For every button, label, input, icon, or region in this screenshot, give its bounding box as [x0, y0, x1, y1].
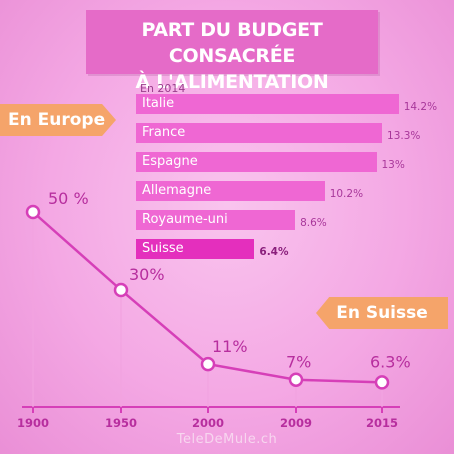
bar-label-4: Royaume-uni: [142, 212, 228, 227]
bar-label-1: France: [142, 125, 186, 140]
bar-1: [136, 123, 383, 143]
footer-brand: TeleDeMule.ch: [176, 432, 278, 447]
bar-2: [136, 152, 377, 172]
bar-3: [136, 181, 325, 201]
data-point-4: [374, 375, 390, 390]
bar-label-5: Suisse: [142, 241, 184, 256]
bar-5: [136, 239, 255, 259]
bar-label-3: Allemagne: [142, 183, 212, 198]
point-label-0: 50 %: [48, 189, 89, 208]
bar-label-0: Italie: [142, 96, 175, 111]
data-point-0: [25, 204, 41, 220]
bar-value-label-1: 13.3%: [387, 130, 421, 142]
point-label-2: 11%: [212, 337, 248, 356]
bar-value-label-4: 8.6%: [300, 217, 327, 229]
x-tick-label-1: 1950: [105, 416, 137, 430]
bar-chart-subtitle: En 2014: [140, 82, 186, 95]
europe-tag: En Europe: [0, 104, 116, 136]
x-tick-label-4: 2015: [366, 416, 398, 430]
point-label-4: 6.3%: [370, 352, 411, 371]
series-line: [32, 211, 383, 384]
title-line-1: PART DU BUDGET CONSACRÉE: [141, 19, 323, 67]
bar-label-2: Espagne: [142, 154, 198, 169]
bar-value-label-5: 6.4%: [259, 246, 289, 258]
x-tick-label-3: 2009: [280, 416, 312, 430]
suisse-tag: En Suisse: [316, 297, 448, 329]
title-box: PART DU BUDGET CONSACRÉE À L'ALIMENTATIO…: [86, 10, 378, 93]
data-point-1: [113, 282, 129, 298]
bar-value-label-3: 10.2%: [329, 188, 364, 200]
x-tick-label-0: 1900: [17, 416, 49, 430]
point-label-3: 7%: [286, 353, 311, 372]
x-tick-label-2: 2000: [192, 416, 224, 430]
bar-value-label-2: 13%: [381, 159, 405, 171]
title-line-2: À L'ALIMENTATION: [135, 71, 329, 93]
bar-value-label-0: 14.2%: [403, 101, 438, 113]
point-label-1: 30%: [129, 265, 165, 284]
data-point-3: [288, 372, 304, 387]
data-point-2: [200, 356, 216, 372]
bar-4: [136, 210, 296, 230]
bar-0: [136, 94, 399, 114]
